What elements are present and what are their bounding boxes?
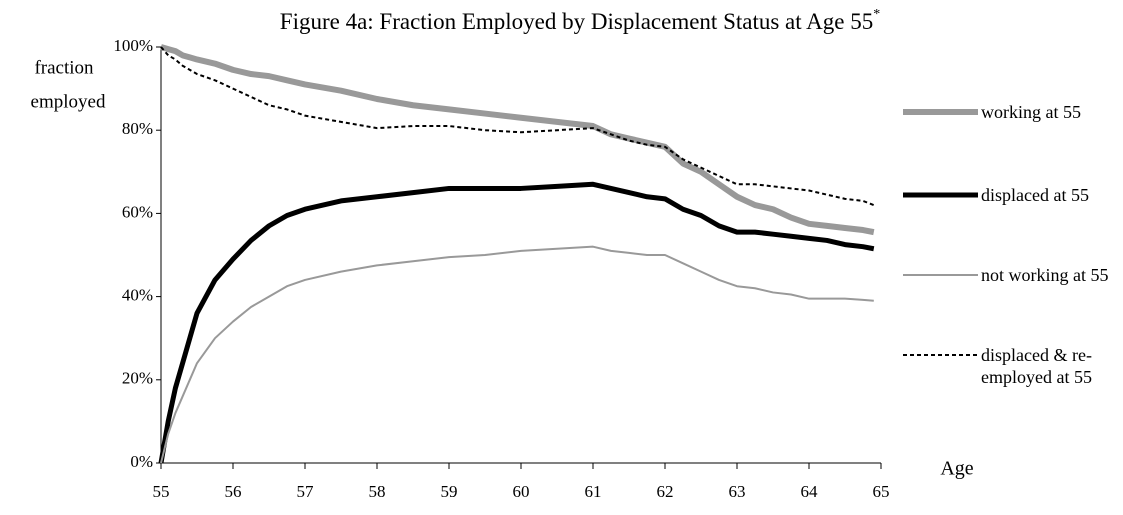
x-tick-label: 60 xyxy=(513,482,530,501)
series-line xyxy=(158,181,875,464)
x-axis-label: Age xyxy=(940,458,973,480)
chart-title: Figure 4a: Fraction Employed by Displace… xyxy=(280,7,880,34)
x-tick-label: 65 xyxy=(873,482,890,501)
series-line xyxy=(160,245,874,464)
y-axis-label: employed xyxy=(31,91,106,112)
x-tick-label: 64 xyxy=(801,482,819,501)
x-tick-label: 57 xyxy=(297,482,315,501)
y-tick-label: 60% xyxy=(122,202,153,221)
x-tick-label: 59 xyxy=(441,482,458,501)
title-text: Figure 4a: Fraction Employed by Displace… xyxy=(280,9,873,34)
legend-label: displaced & re-employed at 55 xyxy=(981,345,1092,387)
x-tick-label: 58 xyxy=(369,482,386,501)
legend-label: not working at 55 xyxy=(981,265,1109,285)
x-tick-label: 55 xyxy=(153,482,170,501)
legend-label: displaced at 55 xyxy=(981,185,1089,205)
title-marker: * xyxy=(873,7,880,22)
x-tick-label: 62 xyxy=(657,482,674,501)
y-tick-label: 40% xyxy=(122,286,153,305)
legend-label: working at 55 xyxy=(981,102,1081,122)
y-tick-label: 20% xyxy=(122,369,153,388)
x-tick-label: 56 xyxy=(225,482,242,501)
y-tick-label: 0% xyxy=(130,452,153,471)
y-tick-label: 80% xyxy=(122,119,153,138)
x-tick-label: 63 xyxy=(729,482,746,501)
y-axis-label: fraction xyxy=(34,57,94,78)
series-line xyxy=(160,44,875,236)
x-tick-label: 61 xyxy=(585,482,602,501)
series-line xyxy=(160,46,875,207)
y-tick-label: 100% xyxy=(113,36,153,55)
